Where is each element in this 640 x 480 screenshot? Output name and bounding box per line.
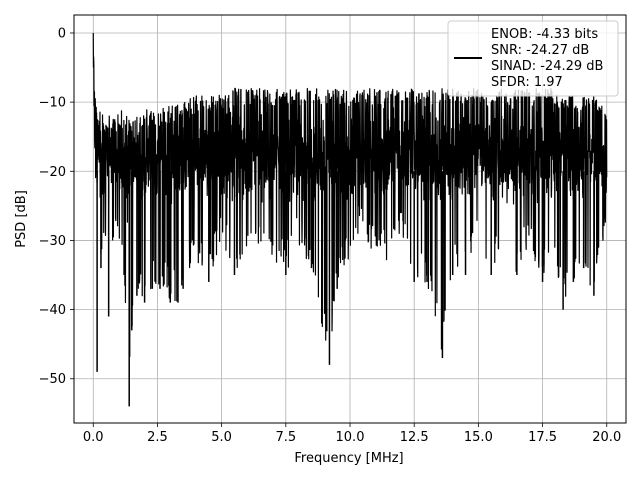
x-tick-label: 10.0 [336, 430, 365, 445]
x-tick-label: 15.0 [464, 430, 493, 445]
psd-series-line [92, 32, 608, 358]
y-axis: 0 −10 −20 −30 −40 −50 [39, 26, 74, 387]
y-tick-label: 0 [58, 26, 66, 41]
y-tick-label: −10 [39, 96, 66, 111]
x-tick-label: 5.0 [211, 430, 232, 445]
y-tick-label: −20 [39, 165, 66, 180]
x-tick-label: 17.5 [528, 430, 557, 445]
legend-snr: SNR: -24.27 dB [491, 43, 589, 58]
x-tick-label: 20.0 [592, 430, 621, 445]
legend-sfdr: SFDR: 1.97 [491, 75, 563, 90]
x-tick-label: 2.5 [147, 430, 168, 445]
x-tick-label: 0.0 [83, 430, 104, 445]
plot-area [92, 32, 608, 407]
legend-enob: ENOB: -4.33 bits [491, 27, 598, 42]
y-tick-label: −50 [39, 372, 66, 387]
legend-box [447, 20, 619, 97]
y-tick-label: −30 [39, 234, 66, 249]
legend-sinad: SINAD: -24.29 dB [491, 59, 603, 74]
x-axis: 0.0 2.5 5.0 7.5 10.0 12.5 15.0 17.5 20.0 [83, 423, 621, 445]
legend: ENOB: -4.33 bits SNR: -24.27 dB SINAD: -… [447, 20, 619, 97]
y-tick-label: −40 [39, 303, 66, 318]
y-axis-label: PSD [dB] [14, 190, 29, 248]
x-axis-label: Frequency [MHz] [294, 451, 403, 466]
x-tick-label: 7.5 [275, 430, 296, 445]
x-tick-label: 12.5 [400, 430, 429, 445]
